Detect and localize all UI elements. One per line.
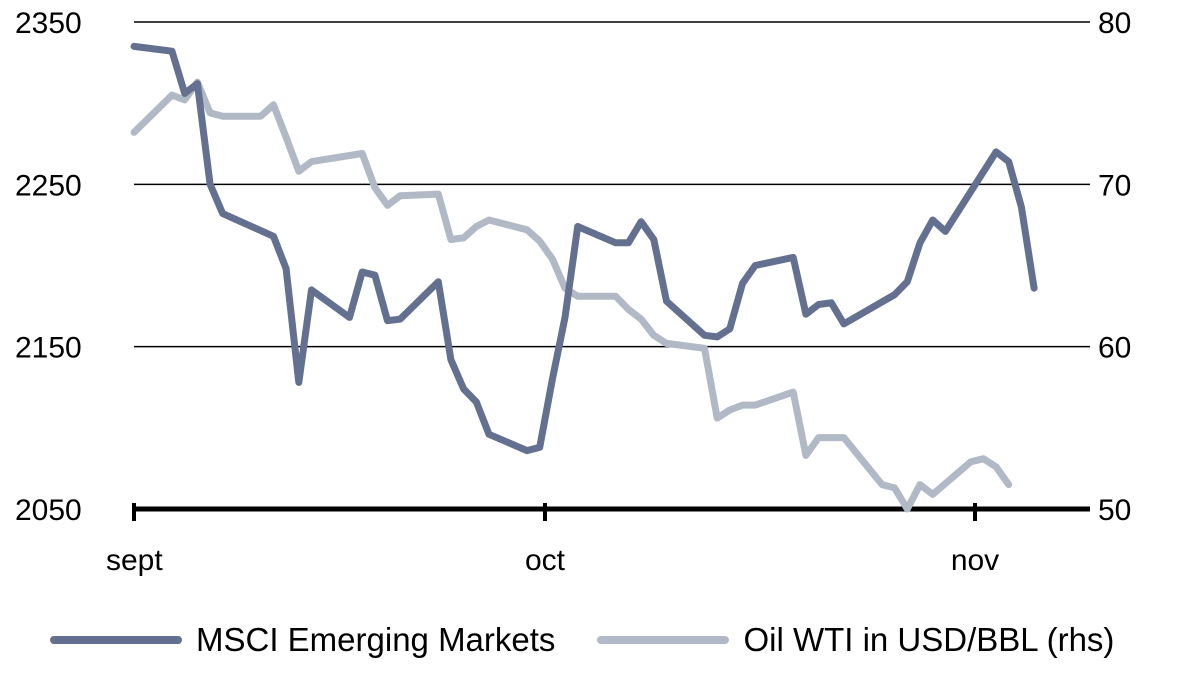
series-lines — [130, 42, 1038, 513]
legend-item-oil: Oil WTI in USD/BBL (rhs) — [597, 621, 1114, 659]
y-right-tick-label: 70 — [1098, 169, 1131, 202]
legend-label-oil: Oil WTI in USD/BBL (rhs) — [743, 621, 1115, 658]
y-right-tick-label: 60 — [1098, 332, 1131, 365]
legend-swatch-oil — [597, 636, 730, 644]
x-tick-label: oct — [525, 544, 566, 577]
x-tick-label: nov — [951, 544, 999, 577]
legend: MSCI Emerging Markets Oil WTI in USD/BBL… — [50, 610, 1156, 670]
line-chart: 2050 2150 2250 2350 50 60 70 80 sept oct nov — [15, 7, 1131, 577]
y-left-tick-label: 2350 — [15, 7, 82, 40]
x-axis — [132, 503, 1090, 521]
legend-label-msci: MSCI Emerging Markets — [196, 621, 556, 658]
x-axis-labels: sept oct nov — [106, 544, 999, 577]
y-left-tick-label: 2150 — [15, 332, 82, 365]
legend-swatch-msci — [50, 636, 182, 644]
y-right-tick-label: 50 — [1098, 494, 1131, 527]
legend-item-msci: MSCI Emerging Markets — [50, 621, 555, 659]
series-line-msci — [130, 42, 1038, 455]
y-left-tick-label: 2250 — [15, 169, 82, 202]
y-axis-labels: 2050 2150 2250 2350 50 60 70 80 — [15, 7, 1131, 527]
y-left-tick-label: 2050 — [15, 494, 82, 527]
x-tick-label: sept — [106, 544, 163, 577]
y-right-tick-label: 80 — [1098, 7, 1131, 40]
